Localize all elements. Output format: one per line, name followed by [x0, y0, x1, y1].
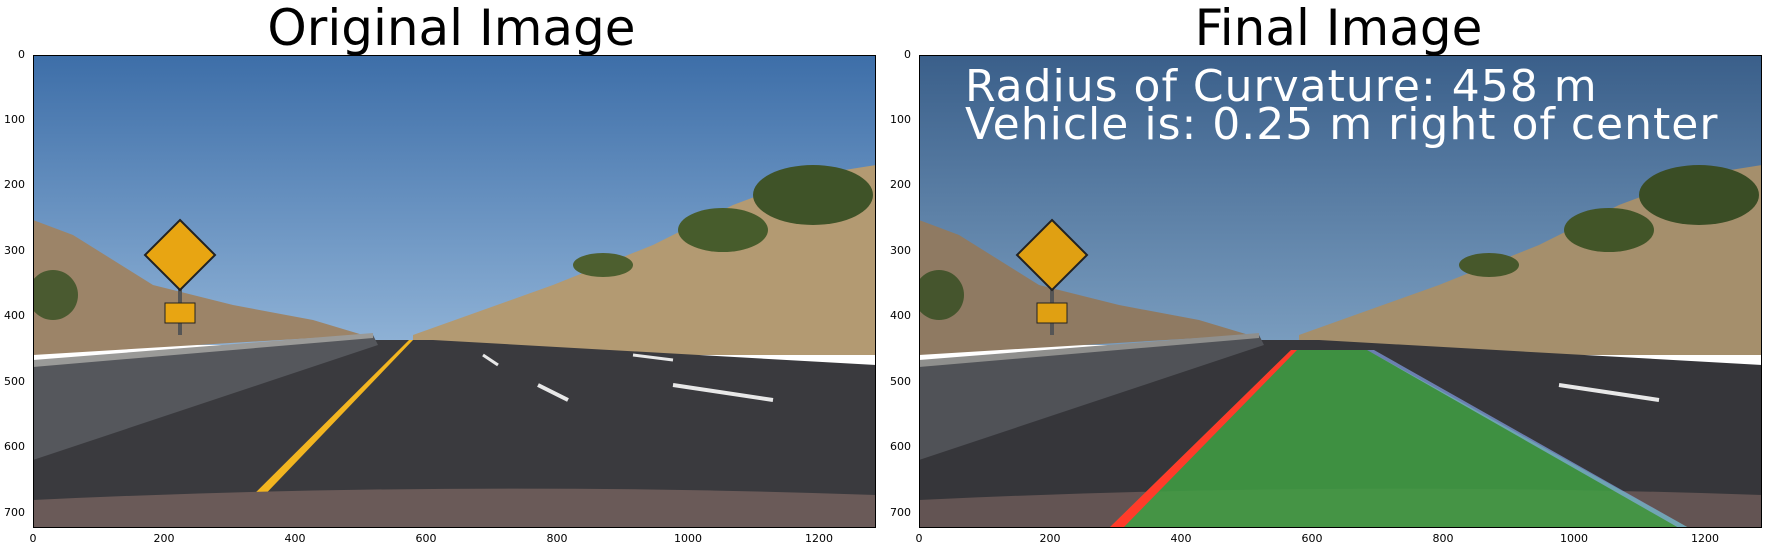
ytick-label: 600	[4, 440, 25, 453]
tree-cluster	[678, 208, 768, 252]
ytick-label: 100	[4, 113, 25, 126]
final-image-plot: Radius of Curvature: 458 m Vehicle is: 0…	[890, 49, 1762, 545]
xtick-label: 200	[1039, 532, 1061, 545]
white-dash	[482, 353, 499, 367]
white-dash	[1558, 383, 1660, 402]
deer-crossing-sign	[1015, 218, 1089, 292]
tree-cluster	[1639, 165, 1759, 225]
barrier-top	[919, 333, 1259, 367]
ytick-label: 300	[890, 244, 911, 257]
xtick-label: 1000	[674, 532, 702, 545]
xtick-label: 1200	[1691, 532, 1719, 545]
ytick-label: 200	[890, 178, 911, 191]
xtick-label: 600	[415, 532, 437, 545]
original-image-title: Original Image	[267, 0, 636, 57]
final-road-photo	[919, 55, 1762, 528]
lane-area-overlay	[1109, 350, 1689, 528]
xtick-label: 0	[915, 532, 923, 545]
left-hill	[919, 220, 1249, 355]
ytick-label: 300	[4, 244, 25, 257]
original-road-photo	[33, 55, 876, 528]
car-hood	[33, 488, 876, 528]
xtick-label: 200	[153, 532, 175, 545]
xtick-label: 400	[1170, 532, 1192, 545]
ytick-label: 200	[4, 178, 25, 191]
xtick-label: 800	[546, 532, 568, 545]
tree-cluster	[33, 270, 78, 320]
tree-cluster	[1564, 208, 1654, 252]
final-image-title: Final Image	[1194, 0, 1483, 57]
ytick-label: 0	[18, 48, 25, 61]
ytick-label: 0	[904, 48, 911, 61]
radius-of-curvature-text: Radius of Curvature: 458 m	[965, 61, 1598, 112]
tree-cluster	[573, 253, 633, 277]
barrier-top	[33, 333, 373, 367]
ytick-label: 600	[890, 440, 911, 453]
xtick-label: 1200	[805, 532, 833, 545]
sign-post	[1050, 260, 1054, 335]
ytick-label: 700	[890, 506, 911, 519]
ytick-label: 700	[4, 506, 25, 519]
left-lane-line-highlight	[1109, 350, 1297, 528]
white-dash	[537, 383, 569, 402]
tree-cluster	[919, 270, 964, 320]
xtick-label: 400	[284, 532, 306, 545]
tree-cluster	[1459, 253, 1519, 277]
yellow-lane-line	[243, 340, 413, 505]
barrier	[33, 335, 378, 460]
sign-plate	[164, 302, 196, 324]
ytick-label: 100	[890, 113, 911, 126]
original-image-plot: 0 100 200 300 400 500 600 700 0 200 400 …	[4, 49, 876, 545]
xtick-label: 1000	[1560, 532, 1588, 545]
vehicle-offset-text: Vehicle is: 0.25 m right of center	[965, 99, 1719, 150]
barrier	[919, 335, 1264, 460]
ytick-label: 400	[4, 309, 25, 322]
right-hill	[1299, 165, 1762, 355]
ytick-label: 500	[890, 375, 911, 388]
deer-crossing-sign	[143, 218, 217, 292]
ytick-label: 500	[4, 375, 25, 388]
white-dash	[632, 353, 674, 362]
white-dash	[672, 383, 774, 402]
tree-cluster	[753, 165, 873, 225]
sign-plate	[1036, 302, 1068, 324]
xtick-label: 0	[29, 532, 37, 545]
xtick-label: 800	[1432, 532, 1454, 545]
sign-post	[178, 260, 182, 335]
ytick-label: 400	[890, 309, 911, 322]
right-hill	[413, 165, 876, 355]
left-hill	[33, 220, 363, 355]
xtick-label: 600	[1301, 532, 1323, 545]
right-lane-marks	[1367, 350, 1689, 528]
